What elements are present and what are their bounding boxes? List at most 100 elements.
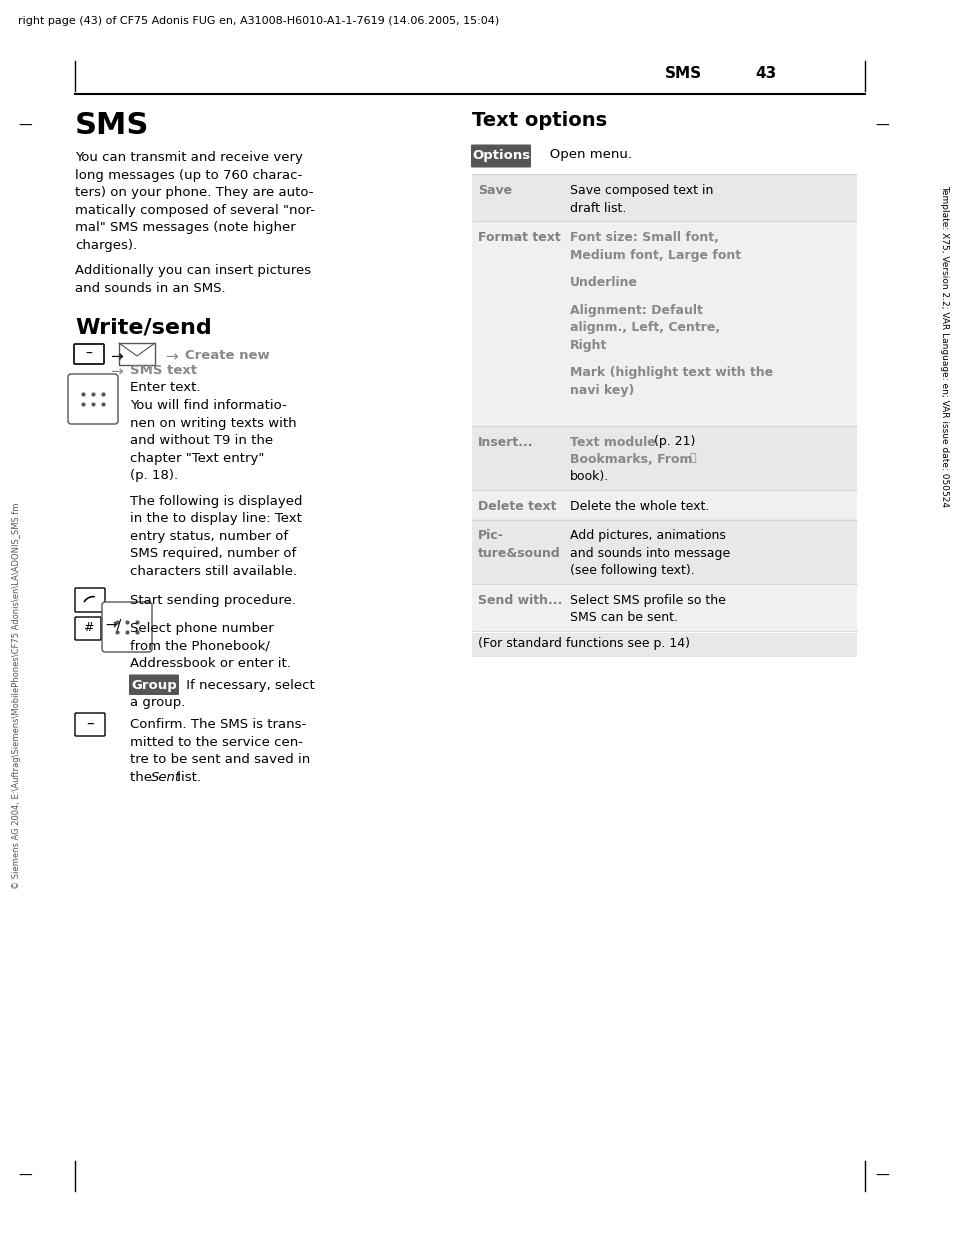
Bar xyxy=(472,174,856,221)
Text: draft list.: draft list. xyxy=(569,202,626,214)
Text: (p. 21): (p. 21) xyxy=(649,436,695,449)
Bar xyxy=(472,221,856,425)
Text: Group: Group xyxy=(131,679,176,692)
Text: 43: 43 xyxy=(754,66,776,81)
Text: Pic-: Pic- xyxy=(477,530,503,542)
Text: Underline: Underline xyxy=(569,277,638,289)
Text: Open menu.: Open menu. xyxy=(537,148,631,161)
Text: Save composed text in: Save composed text in xyxy=(569,184,713,197)
Text: mal" SMS messages (note higher: mal" SMS messages (note higher xyxy=(75,221,295,234)
Text: Select SMS profile so the: Select SMS profile so the xyxy=(569,594,725,607)
Text: a group.: a group. xyxy=(130,697,185,709)
Text: —: — xyxy=(874,1169,888,1182)
Text: Template: X75, Version 2.2; VAR Language: en; VAR issue date: 050524: Template: X75, Version 2.2; VAR Language… xyxy=(940,184,948,507)
Text: in the to display line: Text: in the to display line: Text xyxy=(130,512,301,525)
Text: Text options: Text options xyxy=(472,111,606,130)
Text: Delete the whole text.: Delete the whole text. xyxy=(569,500,709,513)
FancyBboxPatch shape xyxy=(75,588,105,612)
Text: 📋: 📋 xyxy=(689,454,696,464)
Text: You can transmit and receive very: You can transmit and receive very xyxy=(75,151,302,164)
Text: navi key): navi key) xyxy=(569,384,634,396)
Text: Send with...: Send with... xyxy=(477,594,561,607)
Text: Select phone number: Select phone number xyxy=(130,622,274,635)
Text: characters still available.: characters still available. xyxy=(130,564,296,577)
Text: mitted to the service cen-: mitted to the service cen- xyxy=(130,735,303,749)
Text: Font size: Small font,: Font size: Small font, xyxy=(569,231,719,244)
Text: SMS: SMS xyxy=(75,111,150,140)
Text: Text module: Text module xyxy=(569,436,655,449)
Text: and without T9 in the: and without T9 in the xyxy=(130,434,273,447)
Text: from the Phonebook/: from the Phonebook/ xyxy=(130,639,270,653)
FancyBboxPatch shape xyxy=(102,602,152,652)
Text: →: → xyxy=(110,349,123,364)
Text: —: — xyxy=(874,120,888,133)
Text: Mark (highlight text with the: Mark (highlight text with the xyxy=(569,366,773,379)
Bar xyxy=(472,520,856,584)
Bar xyxy=(119,343,154,365)
Text: SMS text: SMS text xyxy=(130,364,197,378)
Text: (p. 18).: (p. 18). xyxy=(130,468,178,482)
Text: Insert...: Insert... xyxy=(477,436,533,449)
Text: →: → xyxy=(165,349,177,364)
Text: #: # xyxy=(83,621,93,633)
Text: charges).: charges). xyxy=(75,238,137,252)
Text: ters) on your phone. They are auto-: ters) on your phone. They are auto- xyxy=(75,186,314,199)
FancyBboxPatch shape xyxy=(75,617,101,640)
Text: You will find informatio-: You will find informatio- xyxy=(130,399,287,412)
Bar xyxy=(472,633,856,657)
Text: Save: Save xyxy=(477,184,512,197)
FancyBboxPatch shape xyxy=(471,145,531,167)
Text: SMS required, number of: SMS required, number of xyxy=(130,547,296,559)
Bar xyxy=(472,584,856,630)
Text: –: – xyxy=(86,715,93,730)
Text: →/: →/ xyxy=(105,617,121,630)
Text: SMS can be sent.: SMS can be sent. xyxy=(569,612,678,624)
Text: Format text: Format text xyxy=(477,231,560,244)
Text: (see following text).: (see following text). xyxy=(569,564,694,577)
Text: Alignment: Default: Alignment: Default xyxy=(569,304,702,316)
Text: Additionally you can insert pictures: Additionally you can insert pictures xyxy=(75,264,311,277)
Text: book).: book). xyxy=(569,471,609,483)
Text: the: the xyxy=(130,770,156,784)
Text: Confirm. The SMS is trans-: Confirm. The SMS is trans- xyxy=(130,718,306,731)
Text: Options: Options xyxy=(472,150,530,162)
Text: –: – xyxy=(86,346,92,361)
Text: Bookmarks, From: Bookmarks, From xyxy=(569,454,692,466)
Text: Create new: Create new xyxy=(185,349,270,363)
Text: alignm., Left, Centre,: alignm., Left, Centre, xyxy=(569,321,720,334)
Text: Sent: Sent xyxy=(151,770,181,784)
FancyBboxPatch shape xyxy=(129,674,179,695)
Text: chapter "Text entry": chapter "Text entry" xyxy=(130,451,264,465)
Text: The following is displayed: The following is displayed xyxy=(130,495,302,507)
Text: If necessary, select: If necessary, select xyxy=(182,679,314,692)
Text: Addressbook or enter it.: Addressbook or enter it. xyxy=(130,657,291,670)
Text: →: → xyxy=(110,364,123,379)
Text: Write/send: Write/send xyxy=(75,316,212,336)
Text: Add pictures, animations: Add pictures, animations xyxy=(569,530,725,542)
Text: Delete text: Delete text xyxy=(477,500,556,513)
Text: © Siemens AG 2004, E:\Auftrag\Siemens\MobilePhones\CF75 Adonis\en\LA\ADONIS_SMS.: © Siemens AG 2004, E:\Auftrag\Siemens\Mo… xyxy=(12,502,21,890)
Text: tre to be sent and saved in: tre to be sent and saved in xyxy=(130,753,310,766)
FancyBboxPatch shape xyxy=(74,344,104,364)
FancyBboxPatch shape xyxy=(68,374,118,424)
Text: Enter text.: Enter text. xyxy=(130,381,200,394)
Text: (For standard functions see p. 14): (For standard functions see p. 14) xyxy=(477,637,689,650)
Text: matically composed of several "nor-: matically composed of several "nor- xyxy=(75,203,314,217)
Text: Start sending procedure.: Start sending procedure. xyxy=(130,594,295,607)
Bar xyxy=(472,425,856,490)
FancyBboxPatch shape xyxy=(75,713,105,736)
Text: entry status, number of: entry status, number of xyxy=(130,530,288,542)
Text: long messages (up to 760 charac-: long messages (up to 760 charac- xyxy=(75,168,302,182)
Text: and sounds into message: and sounds into message xyxy=(569,547,729,559)
Text: —: — xyxy=(18,1169,31,1182)
Text: Right: Right xyxy=(569,339,607,351)
Text: SMS: SMS xyxy=(664,66,701,81)
Bar xyxy=(472,490,856,520)
Text: ture&sound: ture&sound xyxy=(477,547,560,559)
Text: —: — xyxy=(18,120,31,133)
Text: Medium font, Large font: Medium font, Large font xyxy=(569,248,740,262)
Text: list.: list. xyxy=(173,770,201,784)
Text: right page (43) of CF75 Adonis FUG en, A31008-H6010-A1-1-7619 (14.06.2005, 15:04: right page (43) of CF75 Adonis FUG en, A… xyxy=(18,16,498,26)
Text: nen on writing texts with: nen on writing texts with xyxy=(130,416,296,430)
Text: and sounds in an SMS.: and sounds in an SMS. xyxy=(75,282,226,294)
